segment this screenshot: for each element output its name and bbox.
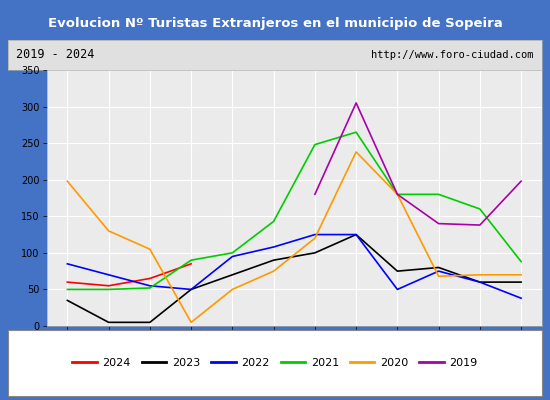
Legend: 2024, 2023, 2022, 2021, 2020, 2019: 2024, 2023, 2022, 2021, 2020, 2019 — [68, 354, 482, 372]
Text: http://www.foro-ciudad.com: http://www.foro-ciudad.com — [371, 50, 534, 60]
Text: Evolucion Nº Turistas Extranjeros en el municipio de Sopeira: Evolucion Nº Turistas Extranjeros en el … — [48, 17, 502, 30]
Text: 2019 - 2024: 2019 - 2024 — [16, 48, 95, 62]
